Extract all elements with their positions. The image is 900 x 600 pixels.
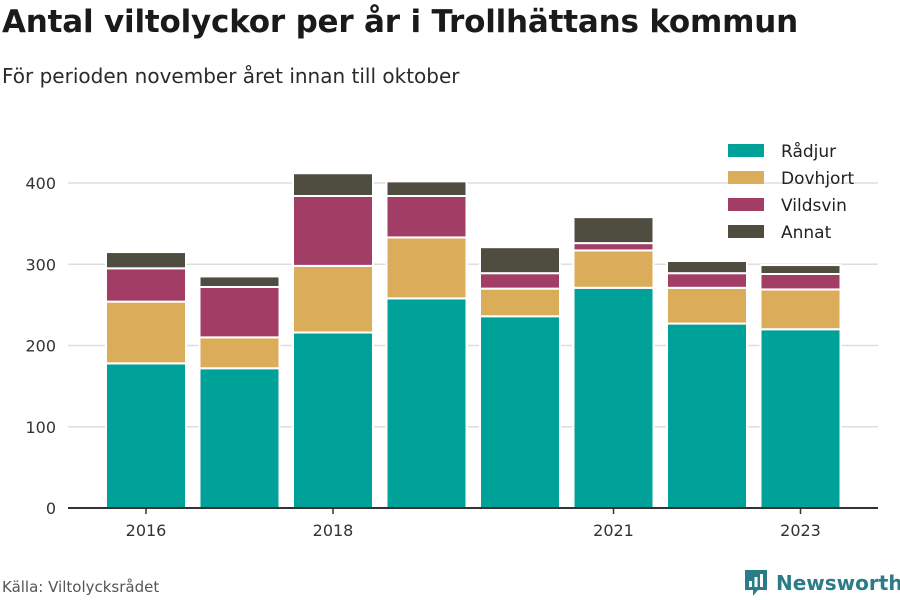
- chart-title: Antal viltolyckor per år i Trollhättans …: [2, 4, 798, 40]
- bar-segment: [385, 297, 468, 509]
- bar-segment: [105, 251, 187, 270]
- x-tick-label: 2023: [780, 521, 821, 540]
- bar-segment: [759, 328, 842, 509]
- brand-logo[interactable]: Newsworthy: [743, 568, 900, 598]
- bar-segment: [572, 249, 655, 289]
- bar-segment: [105, 300, 187, 365]
- bar-segment: [479, 272, 561, 290]
- bar-segment: [759, 288, 842, 331]
- legend-label: Vildsvin: [781, 196, 847, 216]
- bar-segment: [572, 216, 655, 245]
- bar-segment: [479, 287, 561, 318]
- y-tick-label: 100: [25, 418, 56, 437]
- bar-segment: [666, 286, 748, 325]
- y-tick-label: 200: [25, 337, 56, 356]
- bar-segment: [292, 264, 374, 334]
- y-tick-label: 400: [25, 174, 56, 193]
- bar-segment: [572, 242, 655, 252]
- x-tick-label: 2016: [126, 521, 167, 540]
- y-tick-label: 0: [46, 499, 56, 518]
- bar-segment: [666, 272, 748, 289]
- bar-segment: [572, 286, 655, 509]
- bar-segment: [479, 315, 561, 509]
- bar-segment: [198, 275, 281, 288]
- bar-segment: [105, 362, 187, 509]
- bar-segment: [292, 172, 374, 197]
- bar-segment: [666, 260, 748, 275]
- brand-name: Newsworthy: [776, 571, 900, 595]
- x-tick-label: 2018: [313, 521, 354, 540]
- bar-segment: [198, 336, 281, 370]
- bar-segment: [292, 195, 374, 267]
- bar-segment: [385, 195, 468, 239]
- bar-segment: [198, 286, 281, 339]
- legend-label: Dovhjort: [781, 169, 854, 189]
- legend-label: Annat: [781, 223, 832, 243]
- legend-swatch: [728, 171, 764, 184]
- x-tick-label: 2021: [593, 521, 634, 540]
- legend-swatch: [728, 144, 764, 157]
- bar-segment: [105, 267, 187, 303]
- bar-segment: [759, 264, 842, 275]
- bar-segment: [666, 322, 748, 509]
- bar-segment: [759, 273, 842, 291]
- legend-swatch: [728, 225, 764, 238]
- bar-segment: [479, 246, 561, 275]
- source-note: Källa: Viltolycksrådet: [2, 578, 160, 596]
- y-tick-label: 300: [25, 255, 56, 274]
- bar-segment: [385, 236, 468, 300]
- bar-segment: [292, 331, 374, 509]
- legend-swatch: [728, 198, 764, 211]
- legend-label: Rådjur: [781, 141, 836, 162]
- bar-segment: [385, 180, 468, 197]
- newsworthy-logo-icon: [745, 570, 767, 596]
- chart-subtitle: För perioden november året innan till ok…: [2, 64, 460, 88]
- bar-segment: [198, 367, 281, 509]
